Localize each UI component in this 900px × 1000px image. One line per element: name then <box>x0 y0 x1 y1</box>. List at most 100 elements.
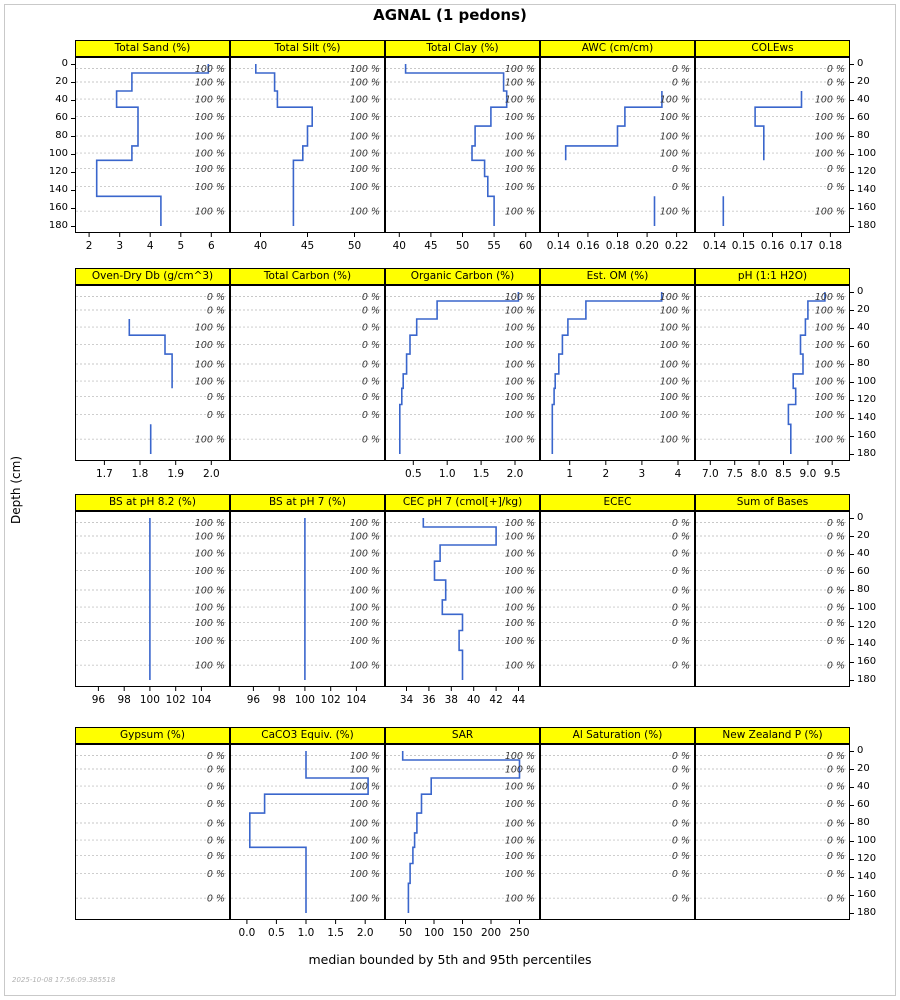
fraction-contributing-label: 0 % <box>827 799 845 810</box>
fraction-contributing-label: 100 % <box>505 894 535 905</box>
fraction-contributing-label: 100 % <box>505 549 535 560</box>
fraction-contributing-label: 100 % <box>350 799 380 810</box>
fraction-contributing-label: 100 % <box>660 292 690 303</box>
plot-caco3-equiv: 0.0 0.5 1.0 1.5 2.0 100 % 100 % 100 % 100 % 100 %… <box>230 744 385 939</box>
x-tick-label: 3 <box>116 240 123 252</box>
fraction-contributing-label: 0 % <box>827 182 845 193</box>
fraction-contributing-label: 100 % <box>505 765 535 776</box>
x-tick-label: 200 <box>481 927 501 939</box>
depth-tick-label: 100 <box>857 376 877 387</box>
fraction-contributing-label: 100 % <box>195 132 225 143</box>
depth-tick-label: 180 <box>857 448 877 459</box>
depth-tick-label: 160 <box>857 202 877 213</box>
x-tick-label: 2.0 <box>507 468 524 480</box>
depth-tick <box>850 751 854 752</box>
panel-al-saturation: Al Saturation (%) 0 % 0 % 0 % 0 % 0 % 0 % 0 % 0 … <box>540 727 695 944</box>
fraction-contributing-label: 100 % <box>505 95 535 106</box>
depth-tick <box>850 136 854 137</box>
fraction-contributing-label: 0 % <box>207 851 225 862</box>
fraction-contributing-label: 100 % <box>195 323 225 334</box>
depth-tick <box>850 554 854 555</box>
x-tick-label: 1.7 <box>96 468 113 480</box>
depth-tick-label: 40 <box>55 94 68 105</box>
fraction-contributing-label: 100 % <box>505 306 535 317</box>
fraction-contributing-label: 0 % <box>207 292 225 303</box>
panel-border <box>230 285 385 461</box>
panel-border <box>695 511 850 687</box>
fraction-contributing-label: 100 % <box>505 360 535 371</box>
fraction-contributing-label: 100 % <box>505 836 535 847</box>
panel-new-zealand-p: New Zealand P (%) 0 % 0 % 0 % 0 % 0 % 0 % 0 % 0 … <box>695 727 850 944</box>
strip-gypsum: Gypsum (%) <box>75 727 230 744</box>
plot-bs-at-ph-8-2: 96 98 100 102 104 100 % 100 % 100 % 100 % 100 % 10… <box>75 511 230 706</box>
x-tick-label: 0.22 <box>665 240 688 252</box>
depth-tick <box>850 644 854 645</box>
fraction-contributing-label: 100 % <box>195 549 225 560</box>
fraction-contributing-label: 100 % <box>660 392 690 403</box>
depth-tick-label: 180 <box>48 220 68 231</box>
fraction-contributing-label: 100 % <box>505 782 535 793</box>
depth-tick <box>850 382 854 383</box>
plot-oven-dry-db-g-cm-3: 1.7 1.8 1.9 2.0 0 % 0 % 100 % 100 % 100 % 100 % 0 … <box>75 285 230 480</box>
caption: median bounded by 5th and 95th percentil… <box>308 952 592 967</box>
depth-tick <box>850 769 854 770</box>
strip-oven-dry-db-g-cm-3: Oven-Dry Db (g/cm^3) <box>75 268 230 285</box>
fraction-contributing-label: 0 % <box>362 392 380 403</box>
plot-awc-cm-cm: 0.14 0.16 0.18 0.20 0.22 0 % 0 % 100 % 100 % 100 … <box>540 57 695 252</box>
strip-cec-ph-7-cmol-kg: CEC pH 7 (cmol[+]/kg) <box>385 494 540 511</box>
panel-total-carbon: Total Carbon (%) 0 % 0 % 0 % 0 % 0 % 0 % 0 % 0 %… <box>230 268 385 485</box>
fraction-contributing-label: 0 % <box>672 182 690 193</box>
x-tick-label: 1.0 <box>439 468 456 480</box>
plot-bs-at-ph-7: 96 98 100 102 104 100 % 100 % 100 % 100 % 100 % 10… <box>230 511 385 706</box>
depth-tick <box>850 118 854 119</box>
depth-tick-label: 100 <box>857 835 877 846</box>
panel-organic-carbon: Organic Carbon (%) 0.5 1.0 1.5 2.0 100 % 100 %… <box>385 268 540 485</box>
depth-tick <box>850 208 854 209</box>
strip-bs-at-ph-8-2: BS at pH 8.2 (%) <box>75 494 230 511</box>
plot-colews: 0.14 0.15 0.16 0.17 0.18 0 % 0 % 100 % 100 % 100 … <box>695 57 850 252</box>
depth-tick <box>850 823 854 824</box>
profile-line <box>722 91 803 226</box>
depth-tick-label: 60 <box>857 799 870 810</box>
fraction-contributing-label: 100 % <box>505 323 535 334</box>
fraction-contributing-label: 100 % <box>815 392 845 403</box>
fraction-contributing-label: 100 % <box>350 182 380 193</box>
fraction-contributing-label: 0 % <box>827 64 845 75</box>
fraction-contributing-label: 0 % <box>362 435 380 446</box>
fraction-contributing-label: 100 % <box>505 636 535 647</box>
fraction-contributing-label: 100 % <box>815 149 845 160</box>
figure-title: AGNAL (1 pedons) <box>373 6 527 24</box>
fraction-contributing-label: 0 % <box>672 549 690 560</box>
fraction-contributing-label: 100 % <box>505 618 535 629</box>
x-tick-label: 0.16 <box>576 240 600 252</box>
fraction-contributing-label: 100 % <box>350 636 380 647</box>
fraction-contributing-label: 100 % <box>195 636 225 647</box>
fraction-contributing-label: 100 % <box>660 435 690 446</box>
strip-total-clay: Total Clay (%) <box>385 40 540 57</box>
fraction-contributing-label: 0 % <box>207 799 225 810</box>
fraction-contributing-label: 0 % <box>827 765 845 776</box>
x-tick-label: 9.5 <box>824 468 841 480</box>
depth-tick-label: 80 <box>857 130 870 141</box>
fraction-contributing-label: 0 % <box>827 819 845 830</box>
fraction-contributing-label: 100 % <box>195 149 225 160</box>
fraction-contributing-label: 100 % <box>350 851 380 862</box>
strip-caco3-equiv: CaCO3 Equiv. (%) <box>230 727 385 744</box>
depth-tick <box>850 226 854 227</box>
fraction-contributing-label: 100 % <box>505 340 535 351</box>
x-tick-label: 0.0 <box>239 927 256 939</box>
fraction-contributing-label: 100 % <box>195 95 225 106</box>
depth-tick <box>71 100 75 101</box>
fraction-contributing-label: 100 % <box>505 751 535 762</box>
x-tick-label: 0.14 <box>703 240 727 252</box>
depth-tick <box>850 346 854 347</box>
fraction-contributing-label: 0 % <box>207 819 225 830</box>
fraction-contributing-label: 100 % <box>350 78 380 89</box>
depth-tick <box>850 518 854 519</box>
depth-tick-label: 20 <box>857 76 870 87</box>
depth-tick <box>850 364 854 365</box>
fraction-contributing-label: 100 % <box>505 149 535 160</box>
depth-tick-label: 80 <box>857 358 870 369</box>
fraction-contributing-label: 100 % <box>505 78 535 89</box>
